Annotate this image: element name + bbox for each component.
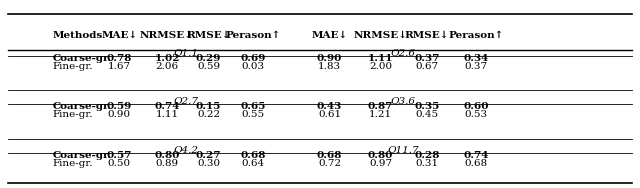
Text: 0.72: 0.72 — [318, 159, 341, 168]
Text: 0.53: 0.53 — [465, 110, 488, 119]
Text: 0.31: 0.31 — [415, 159, 438, 168]
Text: 0.45: 0.45 — [415, 110, 438, 119]
Text: 2.00: 2.00 — [369, 62, 392, 71]
Text: 0.69: 0.69 — [241, 54, 266, 63]
Text: 0.68: 0.68 — [241, 151, 266, 160]
Text: Coarse-gr.: Coarse-gr. — [52, 102, 111, 111]
Text: Fine-gr.: Fine-gr. — [52, 62, 93, 71]
Text: NRMSE↓: NRMSE↓ — [140, 31, 194, 40]
Text: 0.89: 0.89 — [156, 159, 179, 168]
Text: 0.37: 0.37 — [414, 54, 440, 63]
Text: Fine-gr.: Fine-gr. — [52, 110, 93, 119]
Text: 0.68: 0.68 — [317, 151, 342, 160]
Text: 0.37: 0.37 — [465, 62, 488, 71]
Text: 0.67: 0.67 — [415, 62, 438, 71]
Text: 1.02: 1.02 — [154, 54, 180, 63]
Text: Q2.7: Q2.7 — [173, 96, 198, 105]
Text: Q11.7: Q11.7 — [387, 145, 419, 154]
Text: NRMSE↓: NRMSE↓ — [353, 31, 408, 40]
Text: 0.61: 0.61 — [318, 110, 341, 119]
Text: MAE↓: MAE↓ — [101, 31, 138, 40]
Text: Q2.6: Q2.6 — [390, 48, 415, 57]
Text: 0.80: 0.80 — [368, 151, 393, 160]
Text: 0.74: 0.74 — [463, 151, 489, 160]
Text: Q3.6: Q3.6 — [390, 96, 415, 105]
Text: 2.06: 2.06 — [156, 62, 179, 71]
Text: 0.34: 0.34 — [463, 54, 489, 63]
Text: 0.43: 0.43 — [317, 102, 342, 111]
Text: 0.59: 0.59 — [107, 102, 132, 111]
Text: 0.64: 0.64 — [241, 159, 265, 168]
Text: 0.74: 0.74 — [154, 102, 180, 111]
Text: 1.21: 1.21 — [369, 110, 392, 119]
Text: 0.90: 0.90 — [108, 110, 131, 119]
Text: Q4.2: Q4.2 — [173, 145, 198, 154]
Text: 0.59: 0.59 — [197, 62, 220, 71]
Text: 0.15: 0.15 — [196, 102, 221, 111]
Text: 1.11: 1.11 — [368, 54, 394, 63]
Text: Coarse-gr.: Coarse-gr. — [52, 151, 111, 160]
Text: 0.60: 0.60 — [463, 102, 489, 111]
Text: 0.03: 0.03 — [241, 62, 265, 71]
Text: RMSE↓: RMSE↓ — [186, 31, 231, 40]
Text: 0.55: 0.55 — [241, 110, 265, 119]
Text: Perason↑: Perason↑ — [449, 31, 504, 40]
Text: 0.97: 0.97 — [369, 159, 392, 168]
Text: 0.28: 0.28 — [414, 151, 440, 160]
Text: Q1.1: Q1.1 — [173, 48, 198, 57]
Text: 0.50: 0.50 — [108, 159, 131, 168]
Text: 0.80: 0.80 — [154, 151, 180, 160]
Text: 1.83: 1.83 — [318, 62, 341, 71]
Text: Perason↑: Perason↑ — [225, 31, 281, 40]
Text: 1.67: 1.67 — [108, 62, 131, 71]
Text: 0.87: 0.87 — [368, 102, 393, 111]
Text: 0.27: 0.27 — [196, 151, 221, 160]
Text: Fine-gr.: Fine-gr. — [52, 159, 93, 168]
Text: 0.22: 0.22 — [197, 110, 220, 119]
Text: RMSE↓: RMSE↓ — [405, 31, 449, 40]
Text: 0.68: 0.68 — [465, 159, 488, 168]
Text: 0.90: 0.90 — [317, 54, 342, 63]
Text: 0.78: 0.78 — [107, 54, 132, 63]
Text: 0.35: 0.35 — [415, 102, 440, 111]
Text: 0.65: 0.65 — [241, 102, 266, 111]
Text: 0.57: 0.57 — [107, 151, 132, 160]
Text: Methods: Methods — [52, 31, 102, 40]
Text: MAE↓: MAE↓ — [312, 31, 348, 40]
Text: Coarse-gr.: Coarse-gr. — [52, 54, 111, 63]
Text: 0.30: 0.30 — [197, 159, 220, 168]
Text: 1.11: 1.11 — [156, 110, 179, 119]
Text: 0.29: 0.29 — [196, 54, 221, 63]
